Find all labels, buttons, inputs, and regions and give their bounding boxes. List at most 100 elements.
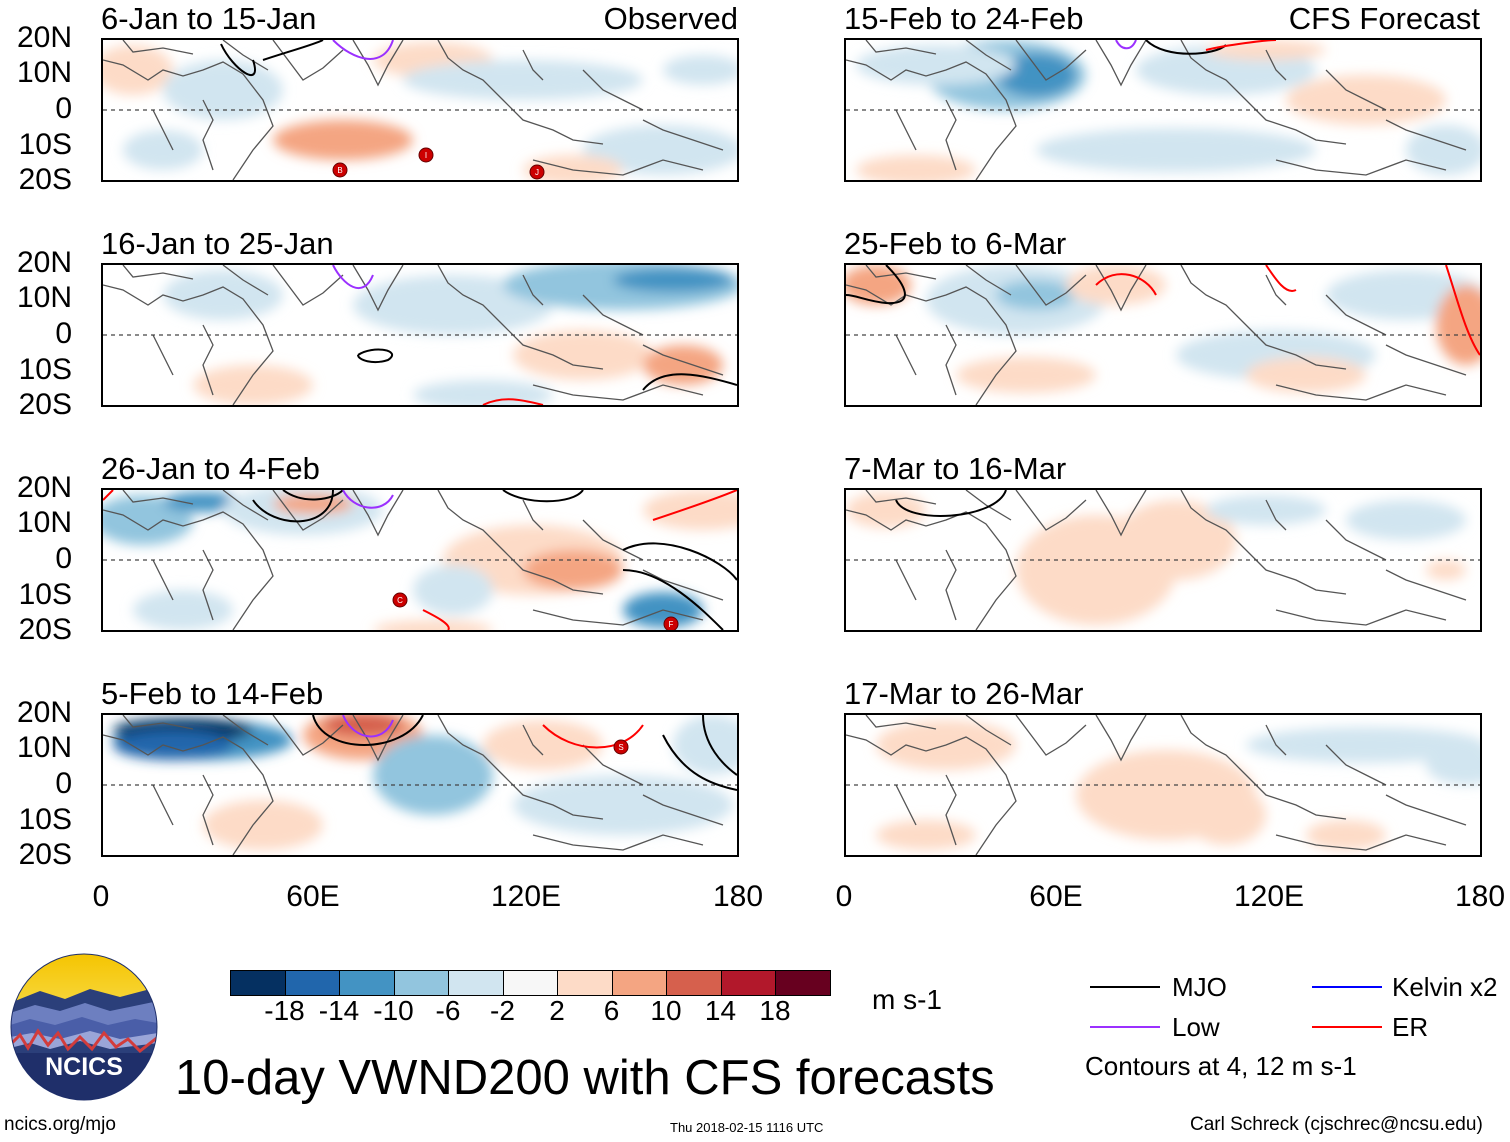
anomaly-shading [1246, 727, 1480, 763]
coastline [1095, 40, 1147, 87]
coastline [522, 724, 544, 756]
coastline [1095, 265, 1147, 312]
anomaly-shading [163, 492, 243, 512]
coastline [865, 490, 937, 505]
anomaly-shading [513, 775, 733, 835]
anomaly-shading [323, 715, 403, 737]
contour-line [642, 373, 737, 391]
lat-label: 10N [16, 506, 72, 539]
lat-label: 20N [16, 21, 72, 54]
anomaly-shading [1426, 745, 1480, 785]
contour-line [1445, 265, 1480, 356]
map-panel-6 [844, 263, 1482, 407]
footer-timestamp: Thu 2018-02-15 1116 UTC [670, 1120, 824, 1135]
anomaly-shading [273, 494, 353, 514]
coastline [1180, 715, 1347, 820]
storm-letter: C [397, 596, 403, 605]
coastline [846, 59, 1017, 180]
footer-url: ncics.org/mjo [4, 1114, 116, 1135]
coastline [1385, 569, 1467, 601]
contour-line [502, 490, 584, 503]
panel-1-label: Observed [603, 1, 738, 36]
anomaly-shading [663, 55, 737, 85]
coastline [532, 159, 704, 176]
storm-letter: F [669, 620, 674, 629]
coastline [1265, 499, 1287, 531]
anomaly-shading [613, 268, 733, 292]
coastline [532, 834, 704, 851]
coastline [965, 40, 1012, 71]
coastline [1275, 609, 1447, 626]
coastline [1095, 715, 1147, 762]
map-canvas: B I J [103, 40, 737, 180]
lat-label: 0 [55, 92, 72, 125]
coastline [272, 490, 344, 531]
coastline [1325, 69, 1387, 111]
anomaly-shading [513, 330, 653, 380]
coastline [1265, 49, 1287, 81]
map-panel-5 [844, 38, 1482, 182]
panel-5-title: 15-Feb to 24-Feb [844, 1, 1084, 36]
coastline [122, 715, 194, 730]
map-panel-4: S [101, 713, 739, 857]
contour-line [1115, 40, 1137, 50]
contour-line [282, 490, 344, 501]
contour-line [702, 715, 737, 776]
map-canvas [846, 265, 1480, 405]
lon-label-right-60e: 60E [1029, 880, 1083, 913]
contour-line [357, 348, 393, 364]
coastline [1015, 490, 1087, 531]
coastline [352, 40, 404, 87]
coastline [122, 265, 194, 280]
contour-line [622, 542, 737, 581]
legend-er-line [1312, 1026, 1382, 1028]
anomaly-shading [133, 590, 233, 630]
colorbar-units: m s-1 [872, 984, 942, 1015]
legend-low-label: Low [1172, 1012, 1220, 1042]
coastline [1385, 794, 1467, 826]
coastline [103, 284, 274, 405]
coastline [152, 334, 174, 376]
colorbar-tick-label: 18 [759, 995, 791, 1026]
lon-label-left-0: 0 [92, 880, 110, 913]
contour-line [332, 265, 374, 289]
panel-4-title: 5-Feb to 14-Feb [101, 676, 324, 711]
coastline [965, 715, 1012, 746]
legend-mjo-label: MJO [1172, 972, 1227, 1002]
anomaly-shading [1036, 128, 1316, 172]
coastline [522, 499, 544, 531]
contour-line [895, 490, 1007, 517]
colorbar-swatch [393, 970, 449, 996]
coastline [437, 265, 604, 370]
lon-label-right-180: 180 [1454, 880, 1506, 913]
lat-label: 0 [55, 542, 72, 575]
coastline [122, 40, 194, 55]
anomaly-shading [103, 45, 173, 95]
coastline [103, 509, 274, 630]
map-canvas [846, 490, 1480, 630]
anomaly-shading [523, 155, 623, 180]
anomaly-shading [996, 280, 1076, 310]
coastline [1015, 40, 1087, 81]
colorbar-swatch [339, 970, 395, 996]
lat-label: 10N [16, 56, 72, 89]
colorbar-tick-label: 6 [603, 995, 620, 1026]
colorbar-swatch [448, 970, 504, 996]
coastline [152, 559, 174, 601]
panel-8-title: 17-Mar to 26-Mar [844, 676, 1084, 711]
legend-kelvin-label: Kelvin x2 [1392, 972, 1498, 1002]
tropical-storm-icon: S [613, 739, 629, 755]
coastline [1180, 40, 1347, 145]
anomaly-shading [483, 720, 603, 770]
lat-label: 10S [18, 128, 72, 161]
lon-label-left-180: 180 [712, 880, 764, 913]
storm-letter: J [535, 168, 539, 177]
colorbar-tick-label: -14 [318, 995, 360, 1026]
tropical-storm-icon: C [392, 592, 408, 608]
anomaly-shading [203, 800, 323, 850]
colorbar-tick-label: -2 [490, 995, 515, 1026]
map-canvas: CF [103, 490, 737, 630]
anomaly-shading [1436, 285, 1480, 365]
lat-label: 10S [18, 353, 72, 386]
